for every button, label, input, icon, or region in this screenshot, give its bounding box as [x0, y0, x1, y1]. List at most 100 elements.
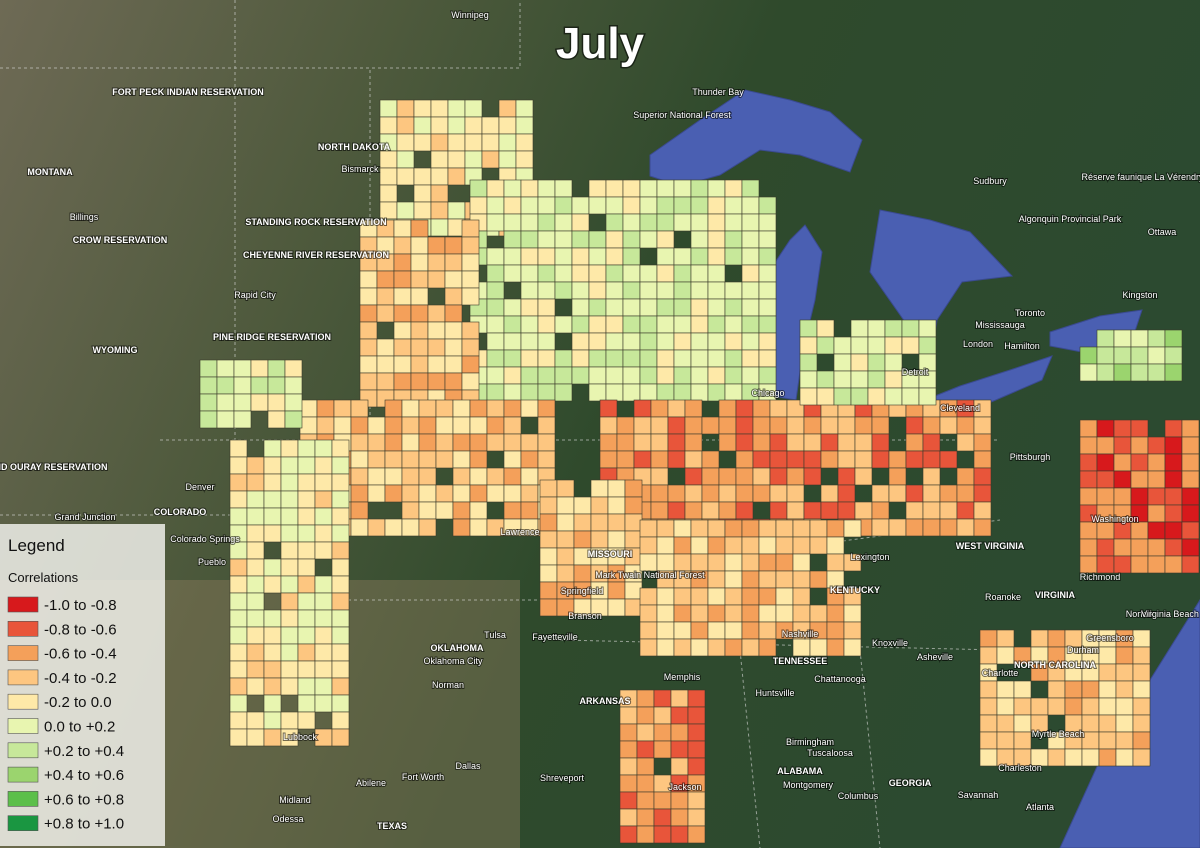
county	[350, 450, 369, 469]
county	[758, 264, 777, 283]
place-label: Bismarck	[341, 164, 379, 174]
county	[520, 281, 539, 300]
county	[619, 825, 638, 844]
county	[1115, 646, 1134, 665]
county	[1132, 629, 1151, 648]
place-label: Richmond	[1080, 572, 1121, 582]
county	[752, 467, 771, 486]
county	[707, 281, 726, 300]
county	[820, 450, 839, 469]
county	[393, 270, 412, 289]
county	[359, 270, 378, 289]
county	[1164, 329, 1183, 348]
county	[469, 433, 488, 452]
county	[650, 433, 669, 452]
place-label: Chicago	[751, 388, 784, 398]
county	[673, 383, 692, 402]
county	[1079, 538, 1098, 557]
county	[687, 791, 706, 810]
county	[653, 706, 672, 725]
county	[280, 609, 299, 628]
counties	[199, 99, 1200, 844]
legend-swatch	[7, 693, 39, 710]
county	[605, 332, 624, 351]
county	[229, 541, 248, 560]
county	[246, 490, 265, 509]
county	[741, 519, 760, 538]
place-label: WEST VIRGINIA	[956, 541, 1025, 551]
place-label: Tulsa	[484, 630, 506, 640]
county	[350, 501, 369, 520]
county	[1164, 538, 1183, 557]
county	[619, 808, 638, 827]
county	[379, 116, 398, 135]
county	[413, 99, 432, 118]
county	[607, 513, 626, 532]
county	[690, 349, 709, 368]
county	[284, 393, 303, 412]
county	[1098, 663, 1117, 682]
county	[263, 490, 282, 509]
county	[539, 513, 558, 532]
county	[956, 484, 975, 503]
county	[956, 416, 975, 435]
county	[826, 638, 845, 657]
county	[670, 723, 689, 742]
county	[1130, 363, 1149, 382]
county	[871, 518, 890, 537]
county	[690, 196, 709, 215]
county	[393, 219, 412, 238]
legend-label: +0.6 to +0.8	[44, 791, 124, 808]
county	[650, 416, 669, 435]
legend-label: 0.0 to +0.2	[44, 719, 115, 736]
county	[1181, 555, 1200, 574]
county	[263, 439, 282, 458]
place-label: Billings	[70, 212, 99, 222]
county	[653, 723, 672, 742]
county	[673, 519, 692, 538]
county	[867, 336, 886, 355]
place-label: ARKANSAS	[579, 696, 630, 706]
county	[297, 643, 316, 662]
county	[314, 592, 333, 611]
county	[537, 315, 556, 334]
county	[367, 484, 386, 503]
county	[687, 706, 706, 725]
county	[624, 598, 643, 617]
county	[670, 757, 689, 776]
county	[588, 281, 607, 300]
county	[656, 587, 675, 606]
county	[690, 536, 709, 555]
county	[430, 184, 449, 203]
county	[447, 133, 466, 152]
county	[724, 298, 743, 317]
county	[314, 643, 333, 662]
county	[331, 507, 350, 526]
county	[554, 179, 573, 198]
county	[359, 338, 378, 357]
county	[427, 270, 446, 289]
county	[690, 315, 709, 334]
county	[314, 524, 333, 543]
county	[741, 230, 760, 249]
county	[520, 484, 539, 503]
county	[280, 592, 299, 611]
county	[673, 349, 692, 368]
county	[837, 501, 856, 520]
county	[588, 230, 607, 249]
county	[599, 416, 618, 435]
county	[452, 484, 471, 503]
place-label: Rapid City	[234, 290, 276, 300]
map-title: July	[556, 19, 645, 68]
county	[1164, 521, 1183, 540]
county	[233, 393, 252, 412]
county	[1164, 470, 1183, 489]
county	[481, 150, 500, 169]
county	[297, 456, 316, 475]
county	[803, 450, 822, 469]
county	[469, 484, 488, 503]
county	[229, 439, 248, 458]
place-label: Charlotte	[982, 668, 1019, 678]
county	[267, 393, 286, 412]
border	[0, 0, 1001, 849]
